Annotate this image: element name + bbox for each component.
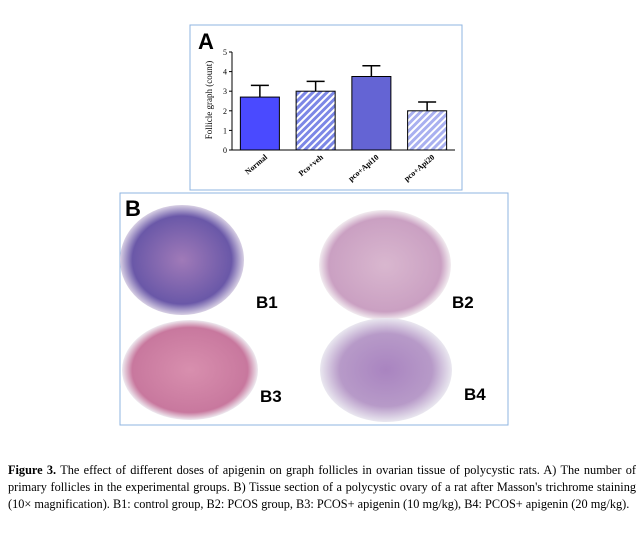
figure: A Follicle graph (count) B B1 B2 B3 B4 0… xyxy=(119,24,509,426)
image-label: B1 xyxy=(256,293,278,312)
bar xyxy=(407,110,448,151)
error-bar xyxy=(418,101,437,111)
image-label: B4 xyxy=(464,385,486,404)
image-label: B2 xyxy=(452,293,474,312)
caption-text: The effect of different doses of apigeni… xyxy=(8,463,637,511)
panel-label: B xyxy=(125,196,141,221)
bar xyxy=(295,90,336,151)
y-tick-label: 2 xyxy=(223,107,227,116)
x-tick-label: pco+Api20 xyxy=(402,153,436,184)
histology-image xyxy=(122,320,258,420)
x-tick-label: pco+Api10 xyxy=(347,153,381,184)
x-tick-label: Pco+veh xyxy=(297,152,325,178)
panel-a-frame xyxy=(189,24,463,191)
y-tick-label: 3 xyxy=(223,87,227,96)
y-tick-label: 5 xyxy=(223,48,227,57)
error-bar xyxy=(362,64,381,77)
bar xyxy=(351,76,392,151)
bar xyxy=(239,96,280,151)
caption-label: Figure 3. xyxy=(8,463,57,477)
y-tick-label: 1 xyxy=(223,126,227,135)
histology-image xyxy=(319,210,451,320)
y-axis-label: Follicle graph (count) xyxy=(204,61,214,139)
caption: Figure 3. The effect of different doses … xyxy=(8,462,636,513)
error-bar xyxy=(250,84,269,98)
y-tick-label: 4 xyxy=(223,68,227,77)
y-tick-label: 0 xyxy=(223,146,227,155)
histology-image xyxy=(320,318,452,422)
histology-image xyxy=(120,205,244,315)
x-tick-label: Normal xyxy=(243,152,269,176)
image-label: B3 xyxy=(260,387,282,406)
error-bar xyxy=(306,80,325,92)
panel-b-frame xyxy=(119,192,509,426)
panel-label: A xyxy=(198,29,214,54)
